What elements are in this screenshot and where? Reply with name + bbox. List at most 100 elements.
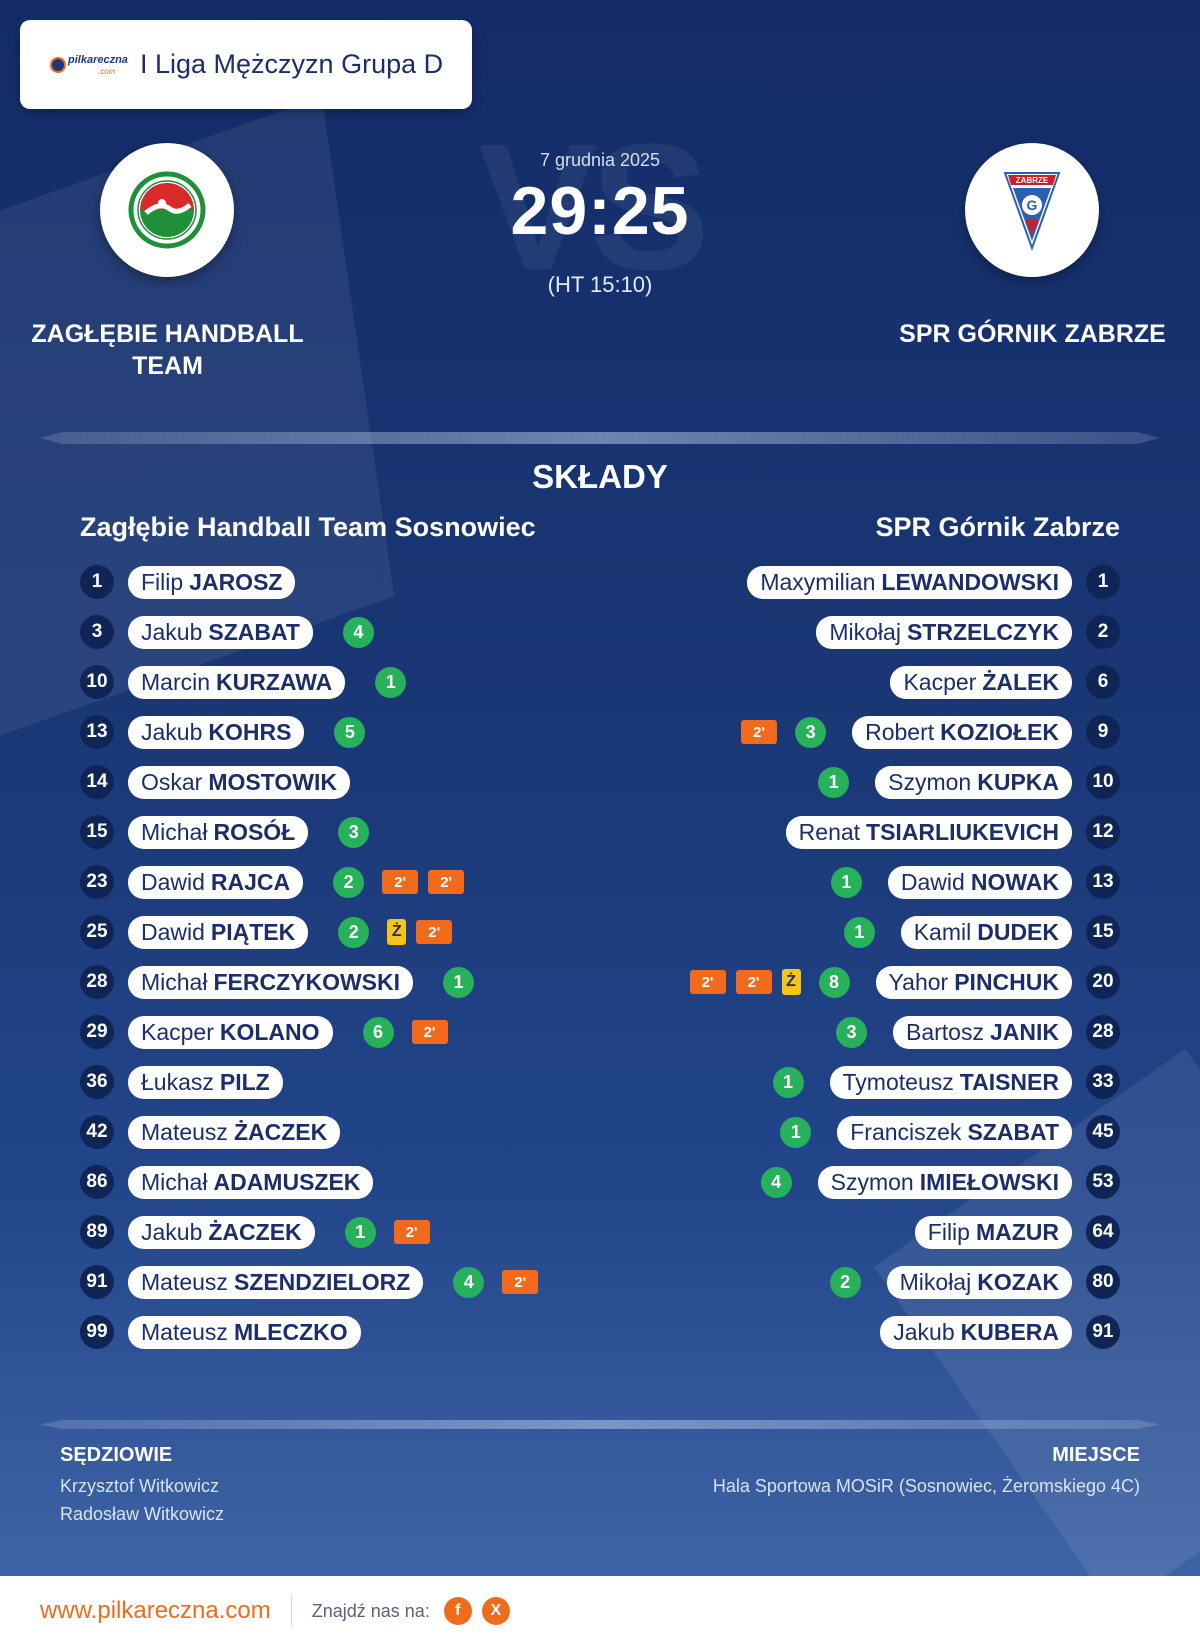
goals-badge: 1 bbox=[830, 866, 862, 898]
player-name[interactable]: Filip MAZUR bbox=[914, 1215, 1072, 1249]
player-name[interactable]: Mateusz ŻACZEK bbox=[128, 1115, 341, 1149]
two-minute-suspension-badge: 2' bbox=[382, 870, 419, 894]
yellow-card-icon: Ż bbox=[781, 969, 801, 995]
player-row: 9 Robert KOZIOŁEK 3 2' bbox=[560, 707, 1120, 757]
player-name[interactable]: Szymon IMIEŁOWSKI bbox=[817, 1165, 1072, 1199]
player-number: 80 bbox=[1086, 1265, 1120, 1299]
player-name[interactable]: Maxymilian LEWANDOWSKI bbox=[747, 565, 1072, 599]
player-number: 2 bbox=[1086, 615, 1120, 649]
player-row: 20 Yahor PINCHUK 8 Ż 2' 2' bbox=[560, 957, 1120, 1007]
goals-badge: 1 bbox=[344, 1216, 376, 1248]
player-first-name: Michał bbox=[141, 1168, 208, 1195]
player-name[interactable]: Michał FERCZYKOWSKI bbox=[128, 965, 414, 999]
player-last-name: NOWAK bbox=[970, 868, 1059, 895]
player-name[interactable]: Dawid RAJCA bbox=[128, 865, 304, 899]
player-stats: 4 2' bbox=[453, 1266, 539, 1298]
facebook-icon[interactable]: f bbox=[443, 1597, 472, 1625]
player-name[interactable]: Filip JAROSZ bbox=[128, 565, 296, 599]
player-name[interactable]: Robert KOZIOŁEK bbox=[852, 715, 1072, 749]
player-last-name: ŻALEK bbox=[982, 668, 1059, 695]
player-name[interactable]: Mateusz SZENDZIELORZ bbox=[128, 1265, 424, 1299]
player-name[interactable]: Kacper KOLANO bbox=[128, 1015, 333, 1049]
x-icon[interactable]: X bbox=[481, 1597, 510, 1625]
player-row: 28 Michał FERCZYKOWSKI 1 bbox=[80, 957, 640, 1007]
player-row: 6 Kacper ŻALEK bbox=[560, 657, 1120, 707]
player-first-name: Tymoteusz bbox=[842, 1068, 954, 1095]
player-row: 23 Dawid RAJCA 2 2' 2' bbox=[80, 857, 640, 907]
player-first-name: Szymon bbox=[888, 768, 972, 795]
player-name[interactable]: Bartosz JANIK bbox=[893, 1015, 1072, 1049]
player-name[interactable]: Dawid NOWAK bbox=[887, 865, 1072, 899]
player-row: 2 Mikołaj STRZELCZYK bbox=[560, 607, 1120, 657]
player-row: 33 Tymoteusz TAISNER 1 bbox=[560, 1057, 1120, 1107]
player-number: 36 bbox=[80, 1065, 114, 1099]
player-row: 45 Franciszek SZABAT 1 bbox=[560, 1107, 1120, 1157]
goals-badge: 5 bbox=[334, 716, 366, 748]
player-name[interactable]: Marcin KURZAWA bbox=[128, 665, 346, 699]
player-last-name: PILZ bbox=[219, 1068, 270, 1095]
goals-badge: 2 bbox=[338, 916, 370, 948]
player-last-name: SZABAT bbox=[208, 618, 300, 645]
two-minute-suspension-badge: 2' bbox=[411, 1020, 448, 1044]
player-first-name: Yahor bbox=[888, 968, 949, 995]
player-row: 10 Szymon KUPKA 1 bbox=[560, 757, 1120, 807]
player-name[interactable]: Franciszek SZABAT bbox=[837, 1115, 1072, 1149]
referee-name: Radosław Witkowicz bbox=[60, 1504, 225, 1524]
site-logo[interactable]: pilkareczna .com bbox=[50, 50, 128, 80]
player-name[interactable]: Jakub KOHRS bbox=[128, 715, 305, 749]
divider bbox=[40, 432, 1160, 444]
gornik-crest-icon: ZABRZE G bbox=[1003, 172, 1061, 251]
player-name[interactable]: Jakub KUBERA bbox=[880, 1315, 1072, 1349]
away-team-logo[interactable]: ZABRZE G bbox=[965, 143, 1099, 277]
goals-badge: 1 bbox=[818, 766, 850, 798]
player-stats: 1 bbox=[772, 1116, 812, 1148]
player-name[interactable]: Yahor PINCHUK bbox=[875, 965, 1072, 999]
player-stats: 2 bbox=[822, 1266, 861, 1298]
player-first-name: Jakub bbox=[141, 1218, 203, 1245]
player-first-name: Dawid bbox=[141, 918, 205, 945]
player-name[interactable]: Jakub SZABAT bbox=[128, 615, 313, 649]
player-last-name: KUPKA bbox=[977, 768, 1059, 795]
player-name[interactable]: Oskar MOSTOWIK bbox=[128, 765, 350, 799]
player-stats: 6 2' bbox=[362, 1016, 448, 1048]
player-name[interactable]: Mikołaj KOZAK bbox=[886, 1265, 1072, 1299]
player-row: 1 Filip JAROSZ bbox=[80, 557, 640, 607]
player-name[interactable]: Tymoteusz TAISNER bbox=[829, 1065, 1072, 1099]
player-first-name: Szymon bbox=[830, 1168, 914, 1195]
player-number: 23 bbox=[80, 865, 114, 899]
player-name[interactable]: Szymon KUPKA bbox=[875, 765, 1072, 799]
player-name[interactable]: Dawid PIĄTEK bbox=[128, 915, 309, 949]
player-name[interactable]: Łukasz PILZ bbox=[128, 1065, 283, 1099]
vs-watermark: VS bbox=[478, 107, 710, 308]
player-name[interactable]: Renat TSIARLIUKEVICH bbox=[785, 815, 1072, 849]
player-number: 91 bbox=[1086, 1315, 1120, 1349]
player-name[interactable]: Jakub ŻACZEK bbox=[128, 1215, 315, 1249]
player-number: 25 bbox=[80, 915, 114, 949]
player-first-name: Michał bbox=[141, 968, 208, 995]
home-roster: 1 Filip JAROSZ 3 Jakub SZABAT 4 10 Marcin KURZAWA… bbox=[80, 557, 640, 1357]
player-name[interactable]: Mikołaj STRZELCZYK bbox=[816, 615, 1072, 649]
website-link[interactable]: www.pilkareczna.com bbox=[40, 1597, 271, 1624]
player-name[interactable]: Michał ADAMUSZEK bbox=[128, 1165, 374, 1199]
player-last-name: ADAMUSZEK bbox=[213, 1168, 361, 1195]
player-last-name: KOZAK bbox=[977, 1268, 1059, 1295]
player-last-name: RAJCA bbox=[210, 868, 291, 895]
player-first-name: Jakub bbox=[141, 618, 203, 645]
match-score: 29:25 bbox=[510, 173, 690, 249]
player-name[interactable]: Mateusz MLECZKO bbox=[128, 1315, 361, 1349]
goals-badge: 6 bbox=[362, 1016, 394, 1048]
home-team-logo[interactable] bbox=[100, 143, 234, 277]
venue-title: MIEJSCE bbox=[1052, 1444, 1140, 1466]
player-name[interactable]: Kacper ŻALEK bbox=[890, 665, 1072, 699]
player-name[interactable]: Kamil DUDEK bbox=[900, 915, 1072, 949]
player-row: 10 Marcin KURZAWA 1 bbox=[80, 657, 640, 707]
player-stats: 5 bbox=[334, 716, 373, 748]
player-name[interactable]: Michał ROSÓŁ bbox=[128, 815, 309, 849]
footer-separator bbox=[290, 1595, 292, 1627]
goals-badge: 2 bbox=[333, 866, 365, 898]
player-first-name: Jakub bbox=[893, 1318, 955, 1345]
player-stats: 2 Ż 2' bbox=[338, 916, 453, 948]
player-number: 9 bbox=[1086, 715, 1120, 749]
player-last-name: MAZUR bbox=[975, 1218, 1059, 1245]
player-first-name: Mikołaj bbox=[899, 1268, 972, 1295]
